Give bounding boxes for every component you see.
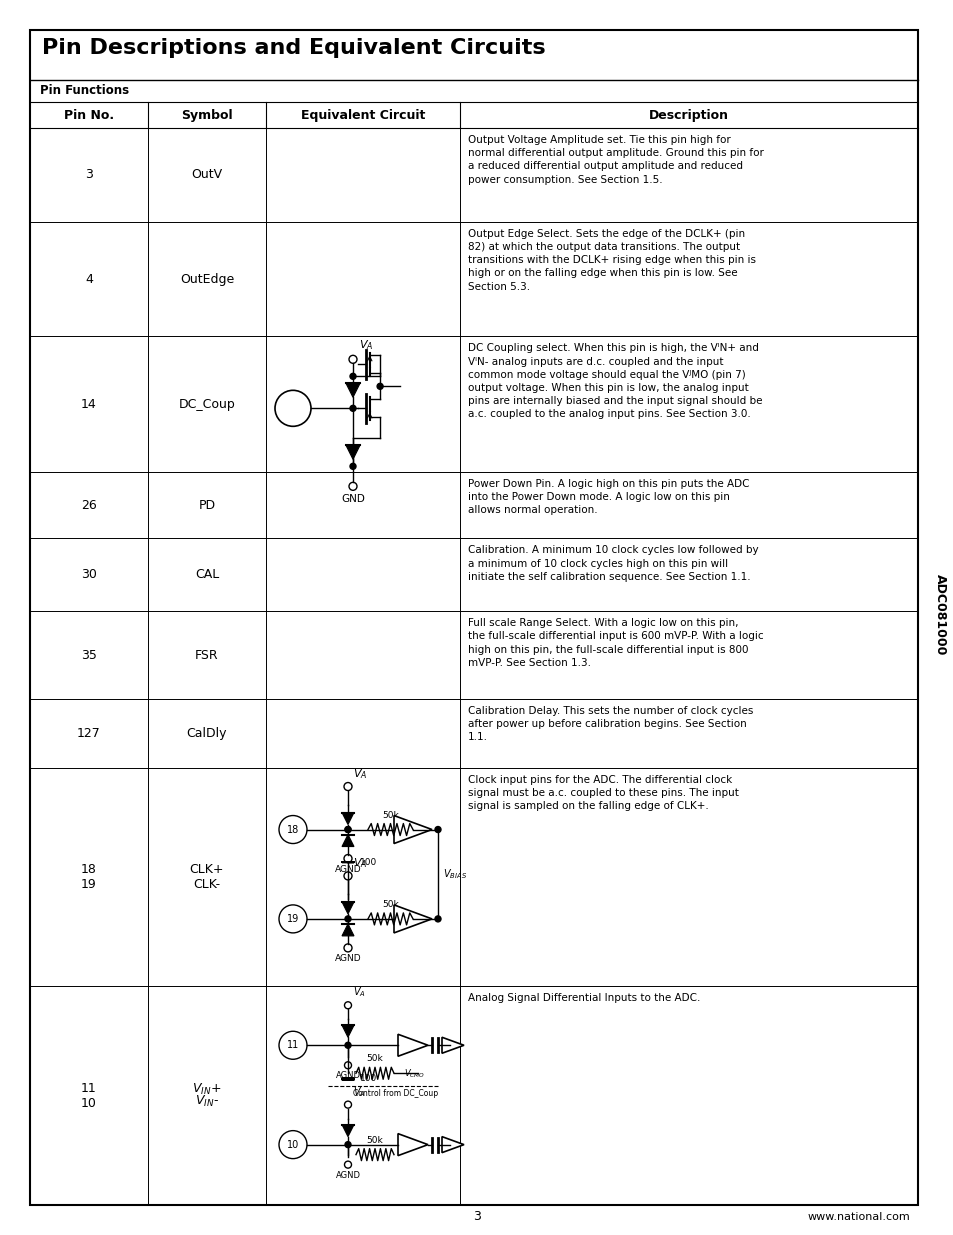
- Circle shape: [376, 383, 383, 389]
- Circle shape: [345, 916, 351, 921]
- Text: OutV: OutV: [192, 168, 222, 182]
- Text: Calibration Delay. This sets the number of clock cycles
after power up before ca: Calibration Delay. This sets the number …: [468, 705, 753, 742]
- Text: 11: 11: [287, 1040, 299, 1050]
- Text: AGND: AGND: [335, 1071, 360, 1081]
- Text: Symbol: Symbol: [181, 109, 233, 121]
- Text: DC_Coup: DC_Coup: [178, 398, 235, 410]
- Circle shape: [435, 916, 440, 921]
- Text: Analog Signal Differential Inputs to the ADC.: Analog Signal Differential Inputs to the…: [468, 993, 700, 1003]
- Text: $V_{IN}$-: $V_{IN}$-: [194, 1094, 219, 1109]
- Text: $V_{CMO}$: $V_{CMO}$: [403, 1067, 425, 1079]
- Text: 14: 14: [81, 398, 97, 410]
- Text: AGND: AGND: [335, 864, 361, 873]
- Text: $V_A$: $V_A$: [353, 986, 365, 999]
- Text: Pin No.: Pin No.: [64, 109, 114, 121]
- Polygon shape: [397, 1034, 428, 1056]
- Circle shape: [345, 1042, 351, 1049]
- Text: FSR: FSR: [195, 648, 218, 662]
- Text: Output Edge Select. Sets the edge of the DCLK+ (pin
82) at which the output data: Output Edge Select. Sets the edge of the…: [468, 228, 755, 291]
- Circle shape: [345, 826, 351, 832]
- Text: 50k: 50k: [366, 1055, 383, 1063]
- Text: $V_A$: $V_A$: [358, 338, 373, 352]
- Circle shape: [350, 373, 355, 379]
- Text: AGND: AGND: [335, 1171, 360, 1179]
- Text: 19: 19: [287, 914, 299, 924]
- Text: 35: 35: [81, 648, 97, 662]
- Polygon shape: [341, 1025, 354, 1037]
- Text: AGND: AGND: [335, 953, 361, 963]
- Text: 50k: 50k: [382, 810, 398, 820]
- Text: 100: 100: [359, 858, 376, 867]
- Polygon shape: [341, 1125, 354, 1136]
- Polygon shape: [397, 1134, 428, 1156]
- Text: Output Voltage Amplitude set. Tie this pin high for
normal differential output a: Output Voltage Amplitude set. Tie this p…: [468, 135, 763, 184]
- Text: 11
10: 11 10: [81, 1082, 97, 1109]
- Text: CalDly: CalDly: [187, 726, 227, 740]
- Text: Description: Description: [648, 109, 728, 121]
- Text: www.national.com: www.national.com: [806, 1212, 909, 1221]
- Polygon shape: [441, 1037, 463, 1053]
- Text: 127: 127: [77, 726, 101, 740]
- Text: Pin Functions: Pin Functions: [40, 84, 129, 98]
- Circle shape: [350, 463, 355, 469]
- Circle shape: [345, 1141, 351, 1147]
- Text: 18: 18: [287, 825, 299, 835]
- Text: Clock input pins for the ADC. The differential clock
signal must be a.c. coupled: Clock input pins for the ADC. The differ…: [468, 774, 739, 811]
- Text: $V_{BIAS}$: $V_{BIAS}$: [442, 867, 467, 881]
- Text: 30: 30: [81, 568, 97, 582]
- Text: Full scale Range Select. With a logic low on this pin,
the full-scale differenti: Full scale Range Select. With a logic lo…: [468, 619, 762, 668]
- Text: CLK+
CLK-: CLK+ CLK-: [190, 863, 224, 890]
- Text: 100: 100: [359, 1074, 376, 1083]
- Text: 4: 4: [85, 273, 92, 285]
- Text: GND: GND: [341, 494, 365, 504]
- Text: DC Coupling select. When this pin is high, the VᴵN+ and
VᴵN- analog inputs are d: DC Coupling select. When this pin is hig…: [468, 343, 761, 420]
- Polygon shape: [341, 835, 354, 846]
- Circle shape: [345, 826, 351, 832]
- Text: ADC081000: ADC081000: [933, 574, 945, 656]
- Polygon shape: [346, 383, 359, 398]
- Text: 18
19: 18 19: [81, 863, 97, 890]
- Polygon shape: [341, 902, 354, 914]
- Text: 50k: 50k: [382, 900, 398, 909]
- Text: Calibration. A minimum 10 clock cycles low followed by
a minimum of 10 clock cyc: Calibration. A minimum 10 clock cycles l…: [468, 546, 758, 582]
- Text: $V_A$: $V_A$: [353, 856, 367, 869]
- Text: Control from DC_Coup: Control from DC_Coup: [353, 1088, 437, 1098]
- Text: $V_A$: $V_A$: [353, 767, 367, 781]
- Polygon shape: [341, 924, 354, 936]
- Text: $V_{IN}$+: $V_{IN}$+: [193, 1082, 221, 1097]
- Polygon shape: [394, 905, 432, 932]
- Text: CAL: CAL: [194, 568, 219, 582]
- Text: Pin Descriptions and Equivalent Circuits: Pin Descriptions and Equivalent Circuits: [42, 38, 545, 58]
- Polygon shape: [441, 1136, 463, 1152]
- Text: 26: 26: [81, 499, 97, 511]
- Text: Equivalent Circuit: Equivalent Circuit: [300, 109, 425, 121]
- Text: Power Down Pin. A logic high on this pin puts the ADC
into the Power Down mode. : Power Down Pin. A logic high on this pin…: [468, 479, 749, 515]
- Text: OutEdge: OutEdge: [180, 273, 233, 285]
- Text: 50k: 50k: [366, 1136, 383, 1145]
- Text: 10: 10: [287, 1140, 299, 1150]
- Polygon shape: [341, 813, 354, 825]
- Circle shape: [435, 826, 440, 832]
- Text: $V_A$: $V_A$: [353, 1084, 365, 1099]
- Polygon shape: [346, 446, 359, 459]
- Text: 3: 3: [473, 1210, 480, 1224]
- Text: 3: 3: [85, 168, 92, 182]
- Circle shape: [350, 405, 355, 411]
- Polygon shape: [394, 815, 432, 844]
- Text: PD: PD: [198, 499, 215, 511]
